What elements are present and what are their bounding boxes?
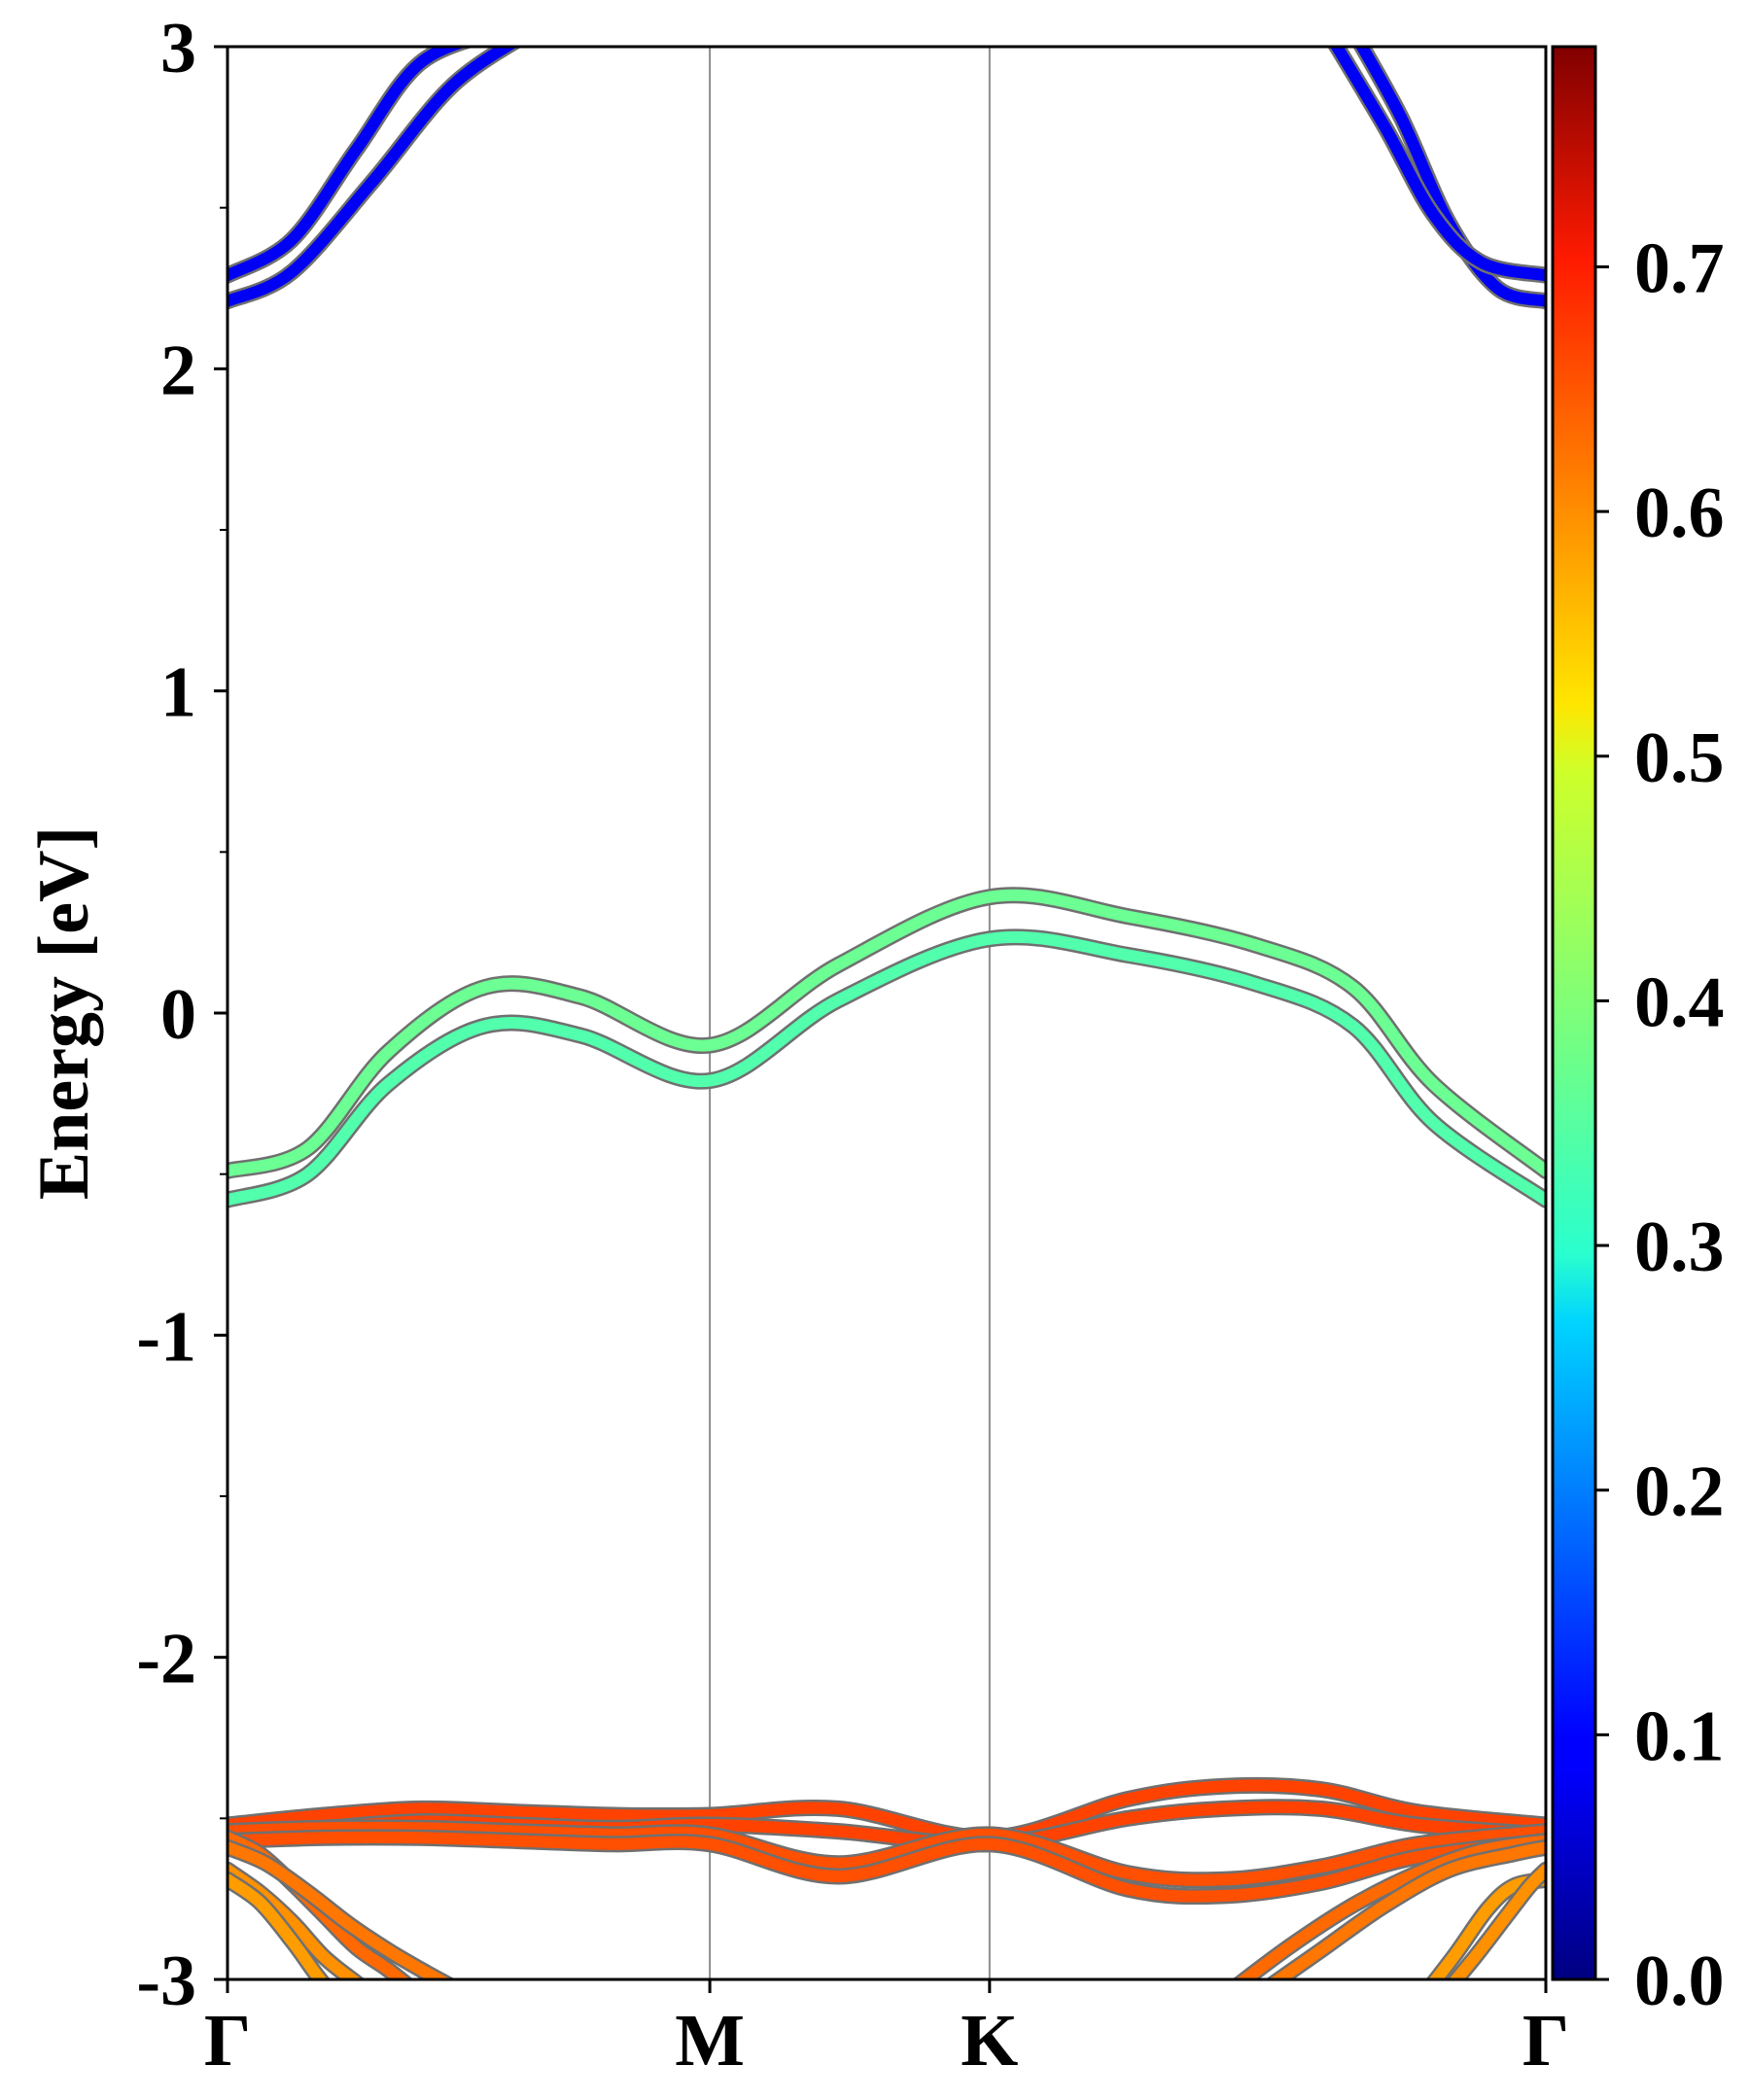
- y-tick-label: 1: [160, 653, 196, 733]
- band-line: [228, 1821, 1546, 1886]
- band-line: [228, 1873, 328, 1979]
- colorbar-tick-label: 0.6: [1634, 473, 1725, 553]
- bands: [228, 47, 1546, 1979]
- y-tick-label: -3: [136, 1942, 196, 2021]
- band-line: [1269, 1841, 1546, 1979]
- y-axis-label: Energy [eV]: [24, 826, 104, 1200]
- band-line: [228, 47, 468, 282]
- colorbar-tick-label: 0.3: [1634, 1208, 1725, 1287]
- band-line-outline: [1327, 47, 1546, 284]
- colorbar-tick-label: 0.2: [1634, 1452, 1725, 1532]
- y-tick-label: 2: [160, 331, 196, 410]
- y-tick-label: 0: [160, 975, 196, 1055]
- band-line: [1355, 47, 1546, 307]
- axes: -3 -2 -1 0 1 2 3 Γ M K Γ: [136, 9, 1569, 2082]
- colorbar-tick-label: 0.4: [1634, 962, 1725, 1042]
- band-line: [228, 930, 1546, 1207]
- band-line: [1236, 1835, 1546, 1979]
- k-point-label: K: [961, 2000, 1018, 2082]
- band-line: [228, 47, 518, 307]
- band-line: [228, 1779, 1546, 1844]
- y-tick-label: -2: [136, 1620, 196, 1699]
- colorbar-tick-label: 0.7: [1634, 228, 1725, 308]
- colorbar-gradient: [1551, 45, 1597, 1981]
- y-tick-label: -1: [136, 1297, 196, 1377]
- colorbar-tick-label: 0.1: [1634, 1697, 1725, 1776]
- k-point-label: Γ: [1522, 2000, 1569, 2082]
- y-tick-label: 3: [160, 9, 196, 88]
- plot-area: [228, 47, 1546, 1979]
- band-line: [228, 1831, 1546, 1903]
- colorbar-tick-label: 0.5: [1634, 718, 1725, 798]
- band-line-outline: [228, 47, 475, 284]
- band-line: [1449, 1864, 1546, 1979]
- band-line: [228, 1841, 451, 1979]
- band-line: [228, 889, 1546, 1177]
- band-line: [1330, 47, 1546, 282]
- colorbar: 0.0 0.1 0.2 0.3 0.4 0.5 0.6 0.7: [1551, 45, 1725, 2021]
- k-point-label: M: [675, 2000, 745, 2082]
- k-point-label: Γ: [204, 2000, 251, 2082]
- colorbar-tick-label: 0.0: [1634, 1942, 1725, 2021]
